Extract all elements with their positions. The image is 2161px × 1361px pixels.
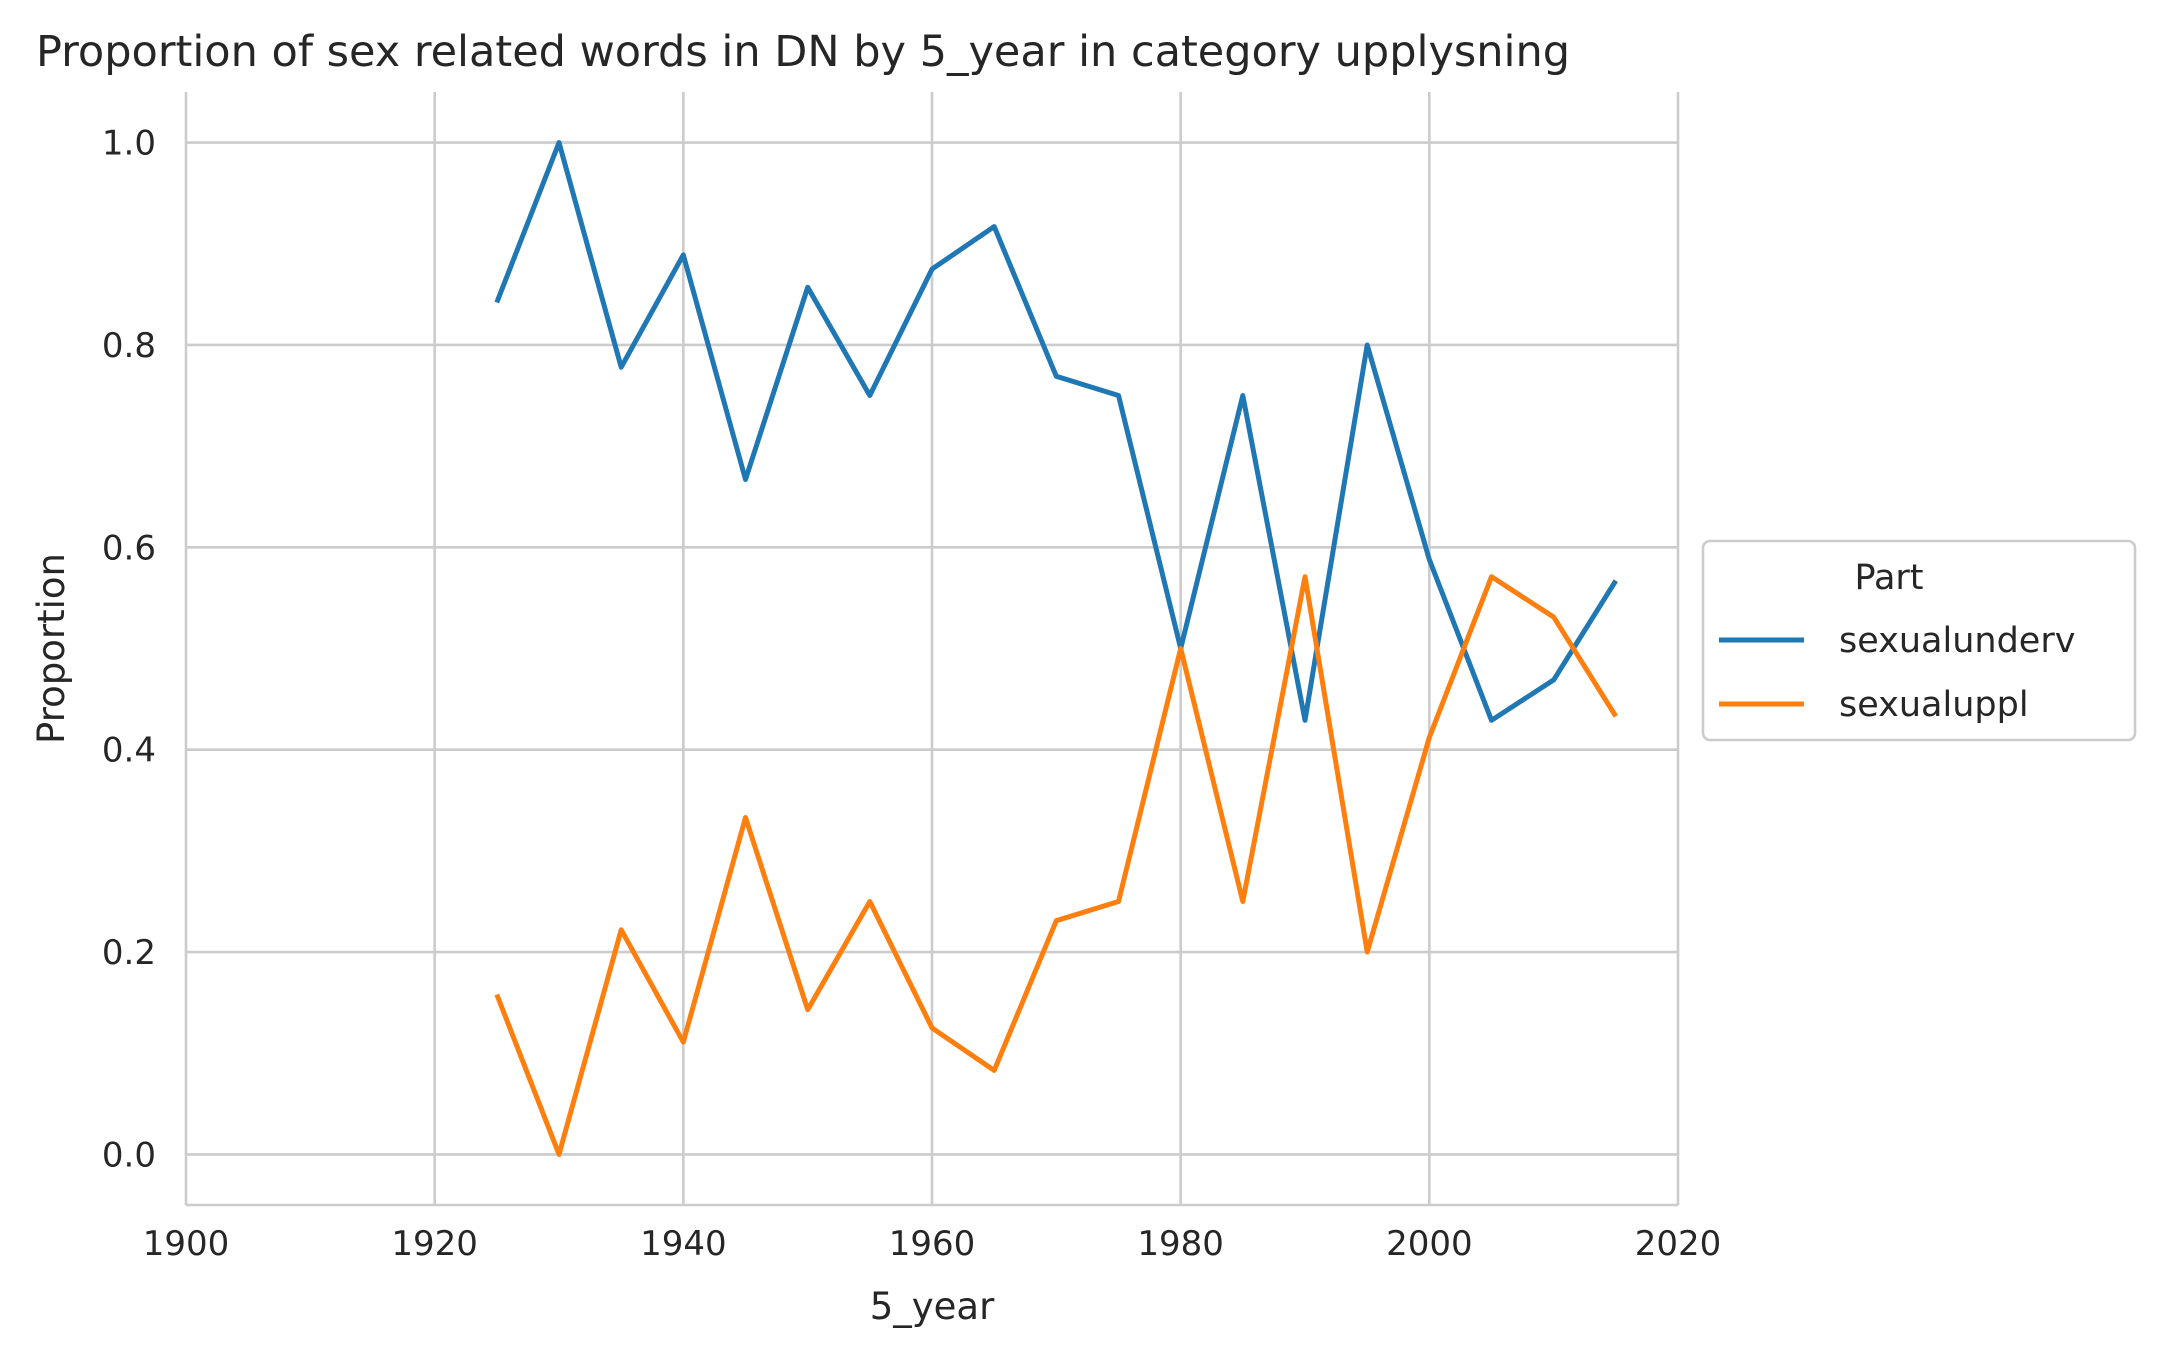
legend-box xyxy=(1701,539,2137,742)
y-tick-label: 0.4 xyxy=(102,731,156,771)
legend-title: Part xyxy=(1854,558,1923,598)
y-tick-label: 0.0 xyxy=(102,1135,156,1175)
x-tick-label: 2000 xyxy=(1386,1224,1473,1264)
chart-title: Proportion of sex related words in DN by… xyxy=(36,27,1570,77)
y-tick-label: 0.2 xyxy=(102,933,156,973)
y-tick-label: 0.8 xyxy=(102,326,156,366)
y-tick-label: 0.6 xyxy=(102,528,156,568)
legend: Part sexualunderv sexualuppl xyxy=(1701,539,2137,742)
legend-label-sexualuppl: sexualuppl xyxy=(1839,685,2029,725)
x-tick-label: 1900 xyxy=(143,1224,230,1264)
x-axis-label: 5_year xyxy=(870,1285,995,1328)
tick-labels: 1900 1920 1940 1960 1980 2000 2020 0.0 0.2 0.4 0.6… xyxy=(102,124,1721,1264)
x-tick-label: 1980 xyxy=(1137,1224,1224,1264)
y-tick-label: 1.0 xyxy=(102,124,156,164)
y-axis-label: Proportion xyxy=(30,553,73,744)
legend-items: sexualunderv sexualuppl xyxy=(1719,621,2075,725)
x-tick-label: 1940 xyxy=(640,1224,727,1264)
legend-label-sexualunderv: sexualunderv xyxy=(1839,621,2075,661)
x-tick-label: 1920 xyxy=(391,1224,478,1264)
grid-lines xyxy=(186,92,1680,1205)
series-line-sexualuppl xyxy=(494,574,1618,1157)
axes-spines xyxy=(184,92,1678,1207)
series-lines xyxy=(494,140,1618,1157)
x-tick-label: 1960 xyxy=(889,1224,976,1264)
series-line-sexualunderv xyxy=(494,140,1618,723)
x-tick-label: 2020 xyxy=(1635,1224,1722,1264)
